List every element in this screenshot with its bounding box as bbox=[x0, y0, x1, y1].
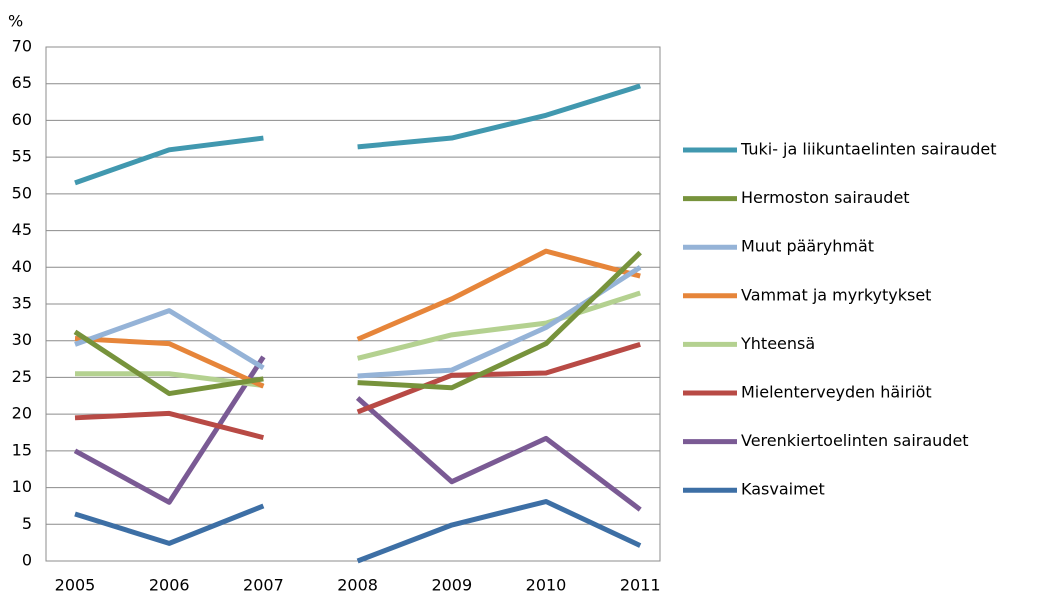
x-tick-label: 2008 bbox=[337, 576, 378, 595]
y-tick-label: 35 bbox=[12, 294, 32, 313]
series-line bbox=[74, 135, 264, 186]
series-line bbox=[356, 499, 642, 564]
series-line bbox=[356, 341, 641, 415]
y-tick-label: 40 bbox=[12, 257, 32, 276]
y-tick-label: 55 bbox=[12, 147, 32, 166]
series-line bbox=[357, 250, 642, 391]
series-line bbox=[356, 290, 641, 361]
x-tick-label: 2006 bbox=[149, 576, 190, 595]
series-line bbox=[74, 503, 265, 546]
series-line bbox=[74, 336, 265, 389]
x-tick-label: 2011 bbox=[620, 576, 661, 595]
y-tick-label: 0 bbox=[22, 551, 32, 570]
legend-label: Mielenterveyden häiriöt bbox=[741, 383, 932, 402]
y-tick-label: 70 bbox=[12, 37, 32, 56]
y-tick-label: 65 bbox=[12, 73, 32, 92]
y-tick-label: 10 bbox=[12, 477, 32, 496]
x-tick-label: 2009 bbox=[431, 576, 472, 595]
legend-label: Hermoston sairaudet bbox=[741, 188, 910, 207]
legend-label: Yhteensä bbox=[740, 334, 815, 353]
y-tick-label: 45 bbox=[12, 220, 32, 239]
plot-border bbox=[45, 46, 661, 562]
series-line bbox=[356, 248, 641, 342]
legend-label: Tuki- ja liikuntaelinten sairaudet bbox=[740, 140, 996, 159]
series-line bbox=[357, 83, 641, 150]
series-line bbox=[73, 355, 266, 505]
y-tick-label: 5 bbox=[22, 514, 32, 533]
legend-label: Vammat ja myrkytykset bbox=[741, 285, 931, 304]
series-line bbox=[355, 396, 642, 512]
x-tick-label: 2005 bbox=[55, 576, 96, 595]
y-tick-label: 30 bbox=[12, 330, 32, 349]
legend-label: Kasvaimet bbox=[741, 480, 825, 499]
y-tick-label: 50 bbox=[12, 183, 32, 202]
legend-label: Verenkiertoelinten sairaudet bbox=[741, 431, 969, 450]
series-line bbox=[73, 329, 264, 397]
x-tick-label: 2007 bbox=[243, 576, 284, 595]
legend-label: Muut pääryhmät bbox=[741, 237, 874, 256]
y-axis-label: % bbox=[8, 12, 23, 31]
series-line bbox=[74, 410, 265, 441]
series-line bbox=[74, 308, 265, 371]
y-tick-label: 15 bbox=[12, 440, 32, 459]
y-tick-label: 20 bbox=[12, 404, 32, 423]
x-tick-label: 2010 bbox=[526, 576, 567, 595]
y-tick-label: 25 bbox=[12, 367, 32, 386]
y-tick-label: 60 bbox=[12, 110, 32, 129]
